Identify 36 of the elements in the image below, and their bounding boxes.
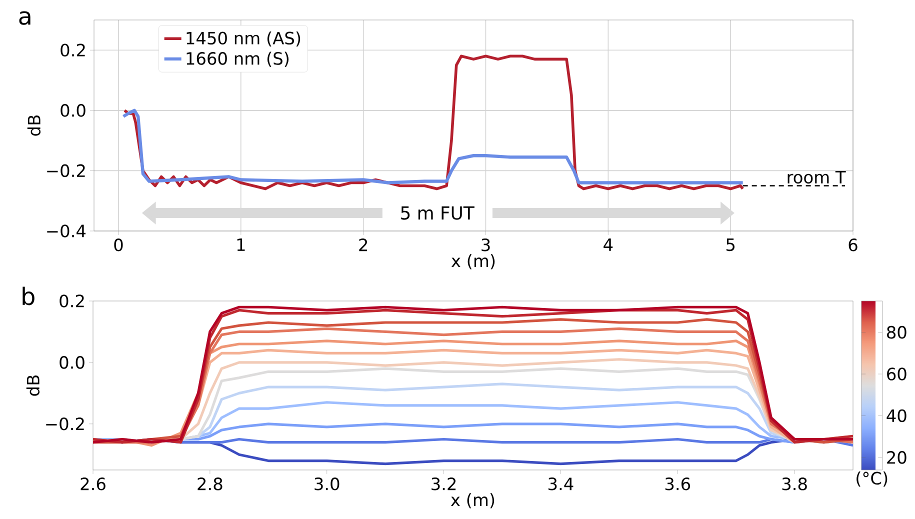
color-bar-label: 20 [887,451,906,464]
y-tick-label: 0.0 [60,356,84,369]
legend-label: 1450 nm (AS) [186,31,300,47]
y-axis-title: dB [26,375,40,396]
y-tick-label: 0.2 [60,294,84,308]
x-tick-label: 2 [359,238,368,252]
ref-line-label: room T [788,170,846,184]
chart-title: a [19,11,30,25]
color-bar-label: 60 [887,368,906,380]
x-tick-label: 0 [114,238,123,252]
chart-title: b [22,286,34,306]
y-tick-label: −0.2 [47,164,85,178]
color-bar-title: (°C) [856,472,888,487]
x-tick-label: 2.8 [198,477,222,490]
y-tick-label: −0.2 [46,417,84,430]
x-axis-title: x (m) [451,254,495,270]
y-tick-label: −0.4 [47,224,86,238]
x-tick-label: 6 [848,238,858,252]
x-tick-label: 5 [726,238,734,252]
legend-label: 1660 nm (S) [186,52,289,67]
color-bar-label: 80 [887,326,906,339]
x-tick-label: 4 [604,238,613,251]
y-tick-label: 0.0 [60,104,86,117]
y-tick-label: 0.2 [60,44,85,57]
x-tick-label: 3.6 [665,477,690,490]
annotation: 5 m FUT [401,206,474,220]
x-tick-label: 1 [237,238,245,251]
x-tick-label: 3.8 [782,477,807,490]
x-tick-label: 3 [482,238,490,252]
x-axis-title: x (m) [450,493,494,508]
x-tick-label: 3.0 [314,477,340,490]
y-axis-title: dB [27,115,41,136]
x-tick-label: 3.4 [548,477,574,490]
color-bar-label: 40 [886,409,906,422]
x-tick-label: 3.2 [432,477,456,490]
x-tick-label: 2.6 [80,477,106,490]
